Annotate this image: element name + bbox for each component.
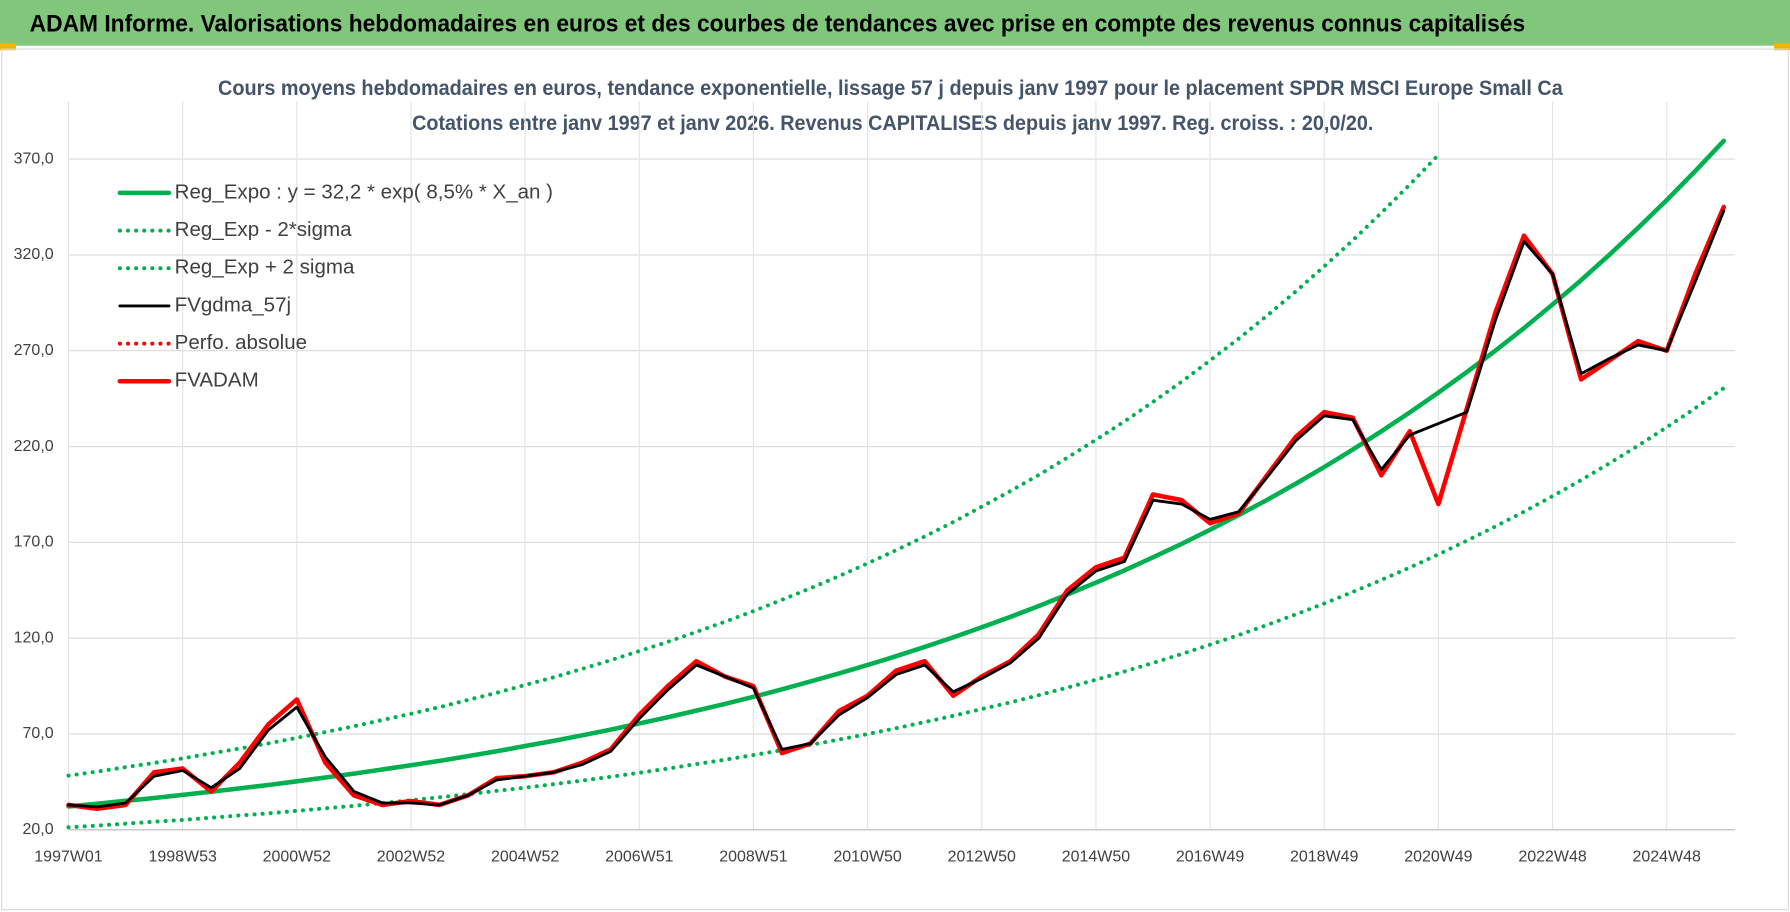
- x-tick-label: 2016W49: [1176, 848, 1244, 865]
- x-tick-label: 2010W50: [833, 848, 901, 865]
- x-tick-label: 2008W51: [719, 848, 787, 865]
- x-tick-label: 2002W52: [377, 848, 445, 865]
- x-tick-label: 2020W49: [1404, 848, 1472, 865]
- chart-title: Cours moyens hebdomadaires en euros, ten…: [218, 75, 1564, 100]
- series-line: [66, 138, 1727, 809]
- legend-label: Reg_Expo : y = 32,2 * exp( 8,5% * X_an ): [175, 180, 553, 203]
- x-tick-label: 2018W49: [1290, 848, 1358, 865]
- x-tick-label: 2022W48: [1518, 848, 1586, 865]
- chart-subtitle: Cotations entre janv 1997 et janv 2026. …: [412, 110, 1373, 135]
- legend-label: Reg_Exp - 2*sigma: [175, 218, 352, 241]
- y-tick-label: 20,0: [23, 821, 54, 838]
- x-tick-label: 2012W50: [948, 848, 1016, 865]
- y-tick-label: 320,0: [14, 246, 54, 263]
- x-tick-label: 1998W53: [148, 848, 216, 865]
- header-title: ADAM Informe. Valorisations hebdomadaire…: [30, 10, 1525, 37]
- x-tick-label: 1997W01: [34, 848, 102, 865]
- frame: [1, 48, 1789, 911]
- corner-mark: [0, 43, 16, 51]
- legend-label: Perfo. absolue: [175, 331, 307, 354]
- y-tick-label: 370,0: [14, 150, 54, 167]
- x-tick-label: 2004W52: [491, 848, 559, 865]
- series-line: [66, 152, 1441, 778]
- y-tick-label: 70,0: [23, 725, 54, 742]
- x-tick-label: 2014W50: [1062, 848, 1130, 865]
- series-line: [66, 386, 1726, 830]
- grid: 20,0 70,0 120,0 170,0 220,0 270,0 320,0 370,0 19…: [14, 101, 1736, 865]
- x-tick-label: 2024W48: [1633, 848, 1701, 865]
- x-tick-label: 2006W51: [605, 848, 673, 865]
- plot: [66, 138, 1727, 830]
- y-tick-label: 220,0: [14, 438, 54, 455]
- series-line: [67, 209, 1726, 809]
- header-bar: [0, 0, 1790, 46]
- legend: Reg_Expo : y = 32,2 * exp( 8,5% * X_an )…: [117, 180, 553, 392]
- corner-mark: [1774, 43, 1790, 51]
- legend-label: Reg_Exp + 2 sigma: [175, 256, 355, 279]
- y-tick-label: 120,0: [14, 629, 54, 646]
- legend-label: FVADAM: [175, 369, 259, 392]
- series-line: [66, 204, 1727, 811]
- legend-label: FVgdma_57j: [175, 293, 291, 316]
- x-tick-label: 2000W52: [263, 848, 331, 865]
- y-tick-label: 270,0: [14, 342, 54, 359]
- y-tick-label: 170,0: [14, 534, 54, 551]
